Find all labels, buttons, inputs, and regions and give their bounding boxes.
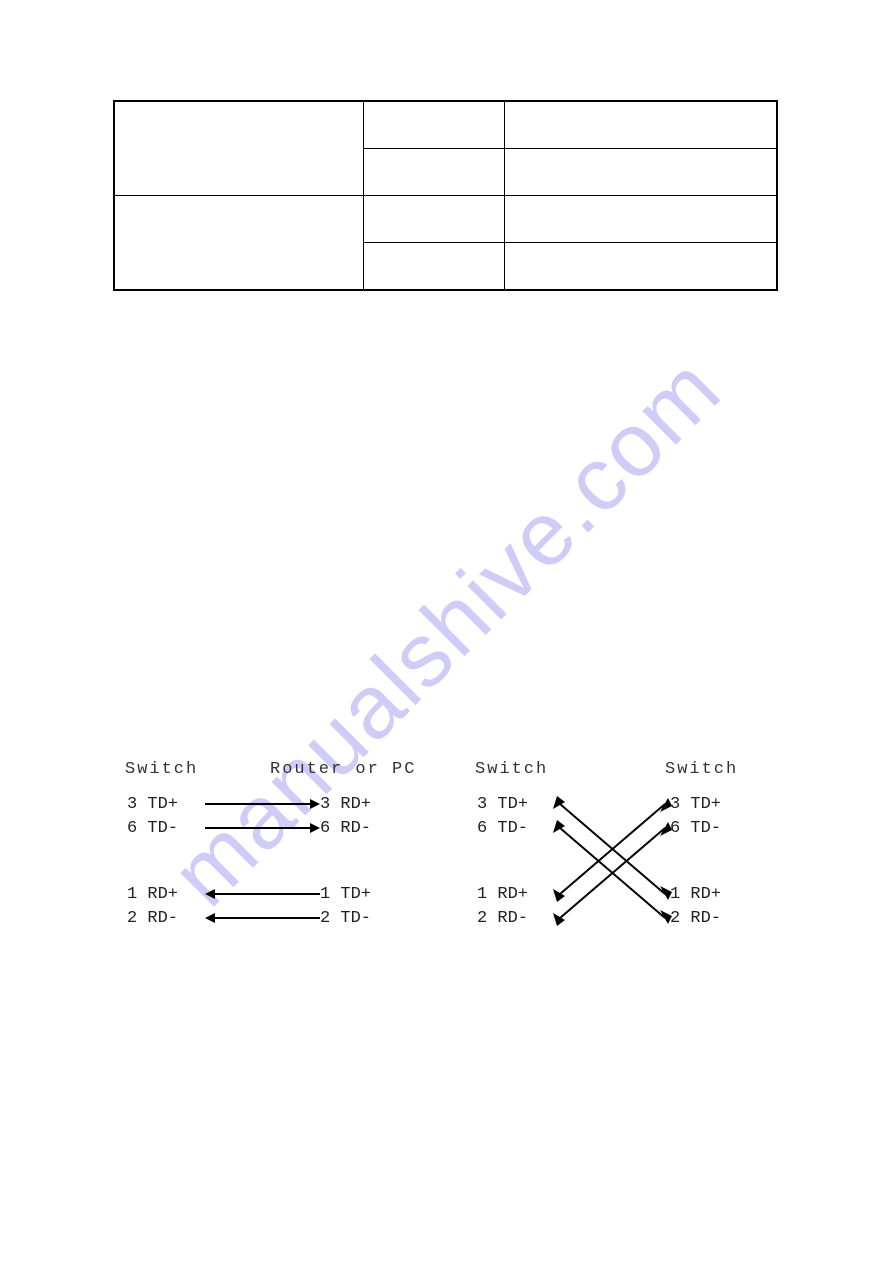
cell-signal-0 [504,101,777,149]
cell-pin-0 [363,101,504,149]
table-row [114,101,777,149]
cell-signal-3 [504,243,777,291]
crossover-cable-diagram: Switch Switch 3 TD+ 6 TD- 1 RD+ 2 RD- 3 … [465,755,795,975]
wiring-diagrams: Switch Router or PC 3 TD+ 6 TD- 1 RD+ 2 … [115,755,780,975]
cell-signal-1 [504,149,777,196]
cell-device-2 [114,196,363,291]
cell-pin-1 [363,149,504,196]
straight-arrows [115,755,445,975]
straight-cable-diagram: Switch Router or PC 3 TD+ 6 TD- 1 RD+ 2 … [115,755,445,975]
cell-pin-3 [363,243,504,291]
table-row [114,196,777,243]
cell-device-0 [114,101,363,196]
cell-signal-2 [504,196,777,243]
crossover-arrows [465,755,795,975]
pin-table [113,100,778,291]
cell-pin-2 [363,196,504,243]
